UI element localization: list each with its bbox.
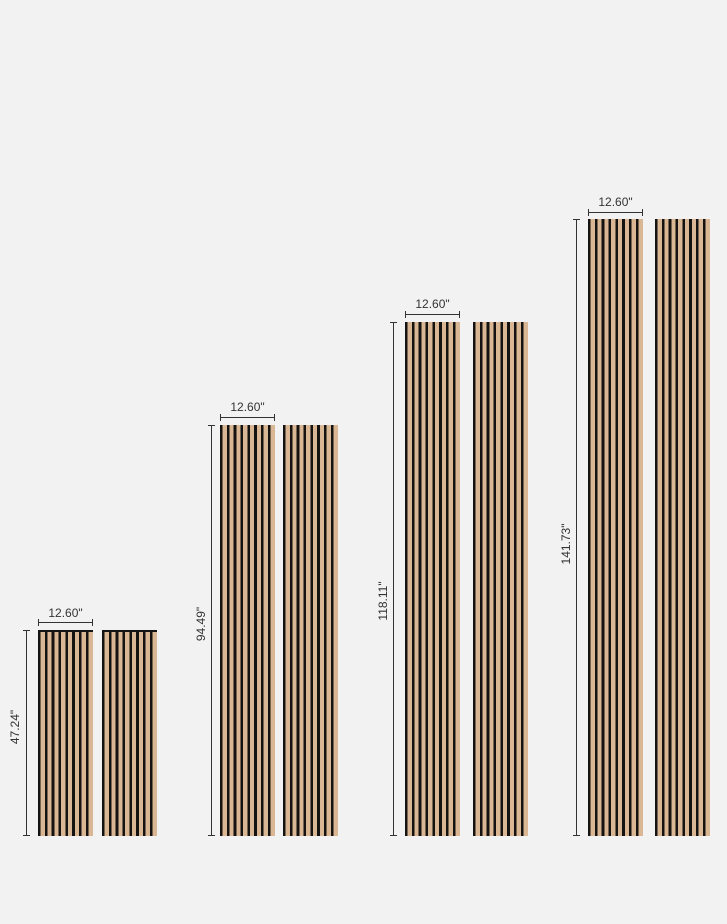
acoustic-panel bbox=[473, 322, 528, 836]
height-dimension-line bbox=[208, 425, 215, 836]
height-label: 47.24" bbox=[8, 709, 22, 745]
acoustic-panel bbox=[220, 425, 275, 836]
acoustic-panel bbox=[588, 219, 643, 836]
acoustic-panel bbox=[38, 630, 93, 836]
height-label: 141.73" bbox=[559, 523, 573, 565]
acoustic-panel bbox=[405, 322, 460, 836]
width-label: 12.60" bbox=[415, 297, 450, 311]
height-dimension-line bbox=[390, 322, 397, 836]
width-dimension-line bbox=[38, 619, 93, 626]
width-dimension-line bbox=[405, 311, 460, 318]
height-label: 118.11" bbox=[376, 581, 390, 621]
height-dimension-line bbox=[23, 630, 30, 836]
width-label: 12.60" bbox=[48, 606, 83, 620]
width-dimension-line bbox=[588, 209, 643, 216]
height-label: 94.49" bbox=[194, 606, 208, 642]
acoustic-panel bbox=[655, 219, 710, 836]
acoustic-panel bbox=[102, 630, 157, 836]
width-label: 12.60" bbox=[598, 195, 633, 209]
acoustic-panel bbox=[283, 425, 338, 836]
width-dimension-line bbox=[220, 414, 275, 421]
height-dimension-line bbox=[573, 219, 580, 836]
width-label: 12.60" bbox=[230, 400, 265, 414]
